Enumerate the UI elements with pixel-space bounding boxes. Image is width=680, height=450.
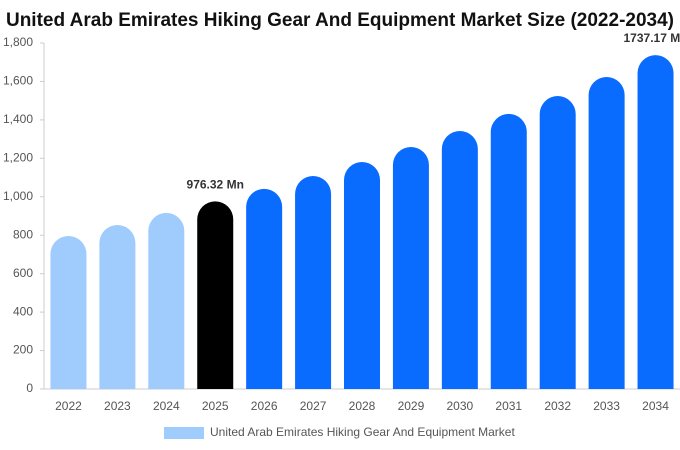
legend-label: United Arab Emirates Hiking Gear And Equ… <box>210 425 515 439</box>
y-tick-label: 1,800 <box>3 35 33 49</box>
y-tick-label: 0 <box>26 381 33 395</box>
x-tick-label: 2023 <box>104 399 131 413</box>
y-tick-label: 1,600 <box>3 74 33 88</box>
bar <box>344 161 380 389</box>
bar <box>197 201 234 389</box>
bar <box>588 77 625 389</box>
y-tick-label: 1,000 <box>3 189 33 203</box>
bar <box>246 188 283 389</box>
x-tick-label: 2033 <box>593 399 620 413</box>
bar <box>99 225 136 389</box>
bar <box>490 113 527 389</box>
bar <box>392 146 429 389</box>
x-tick-label: 2034 <box>642 399 669 413</box>
x-tick-label: 2025 <box>202 399 229 413</box>
value-label: 976.32 Mn <box>187 178 244 192</box>
y-tick-label: 800 <box>13 227 33 241</box>
bar <box>539 96 576 389</box>
bar <box>148 212 185 389</box>
bar <box>295 176 332 389</box>
x-tick-label: 2028 <box>349 399 376 413</box>
y-tick-label: 1,200 <box>3 151 33 165</box>
y-tick-label: 400 <box>13 304 33 318</box>
legend-swatch <box>164 427 204 439</box>
chart-title: United Arab Emirates Hiking Gear And Equ… <box>6 10 674 31</box>
bar <box>50 235 87 389</box>
x-tick-label: 2022 <box>55 399 82 413</box>
value-label: 1737.17 Mn <box>624 31 680 45</box>
x-tick-label: 2027 <box>300 399 327 413</box>
y-tick-label: 200 <box>13 343 33 357</box>
y-tick-label: 1,400 <box>3 112 33 126</box>
x-tick-label: 2031 <box>495 399 522 413</box>
x-tick-label: 2030 <box>446 399 473 413</box>
x-tick-label: 2026 <box>251 399 278 413</box>
bar <box>637 55 674 389</box>
bar <box>441 131 478 389</box>
x-tick-label: 2024 <box>153 399 180 413</box>
y-tick-label: 600 <box>13 266 33 280</box>
x-tick-label: 2029 <box>398 399 425 413</box>
x-tick-label: 2032 <box>544 399 571 413</box>
